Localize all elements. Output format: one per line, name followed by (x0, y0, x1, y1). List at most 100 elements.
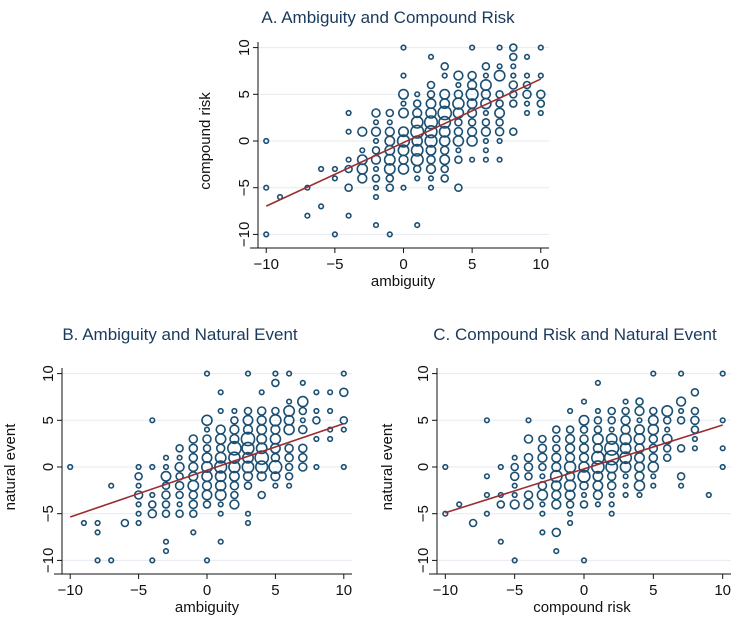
panel-c-point (607, 415, 617, 425)
panel-a-point (384, 126, 395, 137)
panel-b-point (162, 454, 170, 461)
panel-a-point (400, 100, 407, 107)
panel-b-point (284, 471, 294, 481)
panel-c-point (551, 489, 562, 501)
panel-a-point (318, 203, 325, 210)
panel-b-point (255, 460, 269, 474)
panel-b-point (176, 454, 183, 461)
panel-c-point (719, 417, 726, 424)
panel-c-point (607, 406, 617, 416)
panel-a-point (331, 165, 339, 173)
panel-c-point (511, 482, 518, 489)
panel-a-point (481, 118, 491, 127)
panel-c-points (442, 370, 726, 564)
panel-a-point (425, 98, 437, 110)
panel-a-point (466, 79, 478, 91)
panel-c-point (580, 557, 588, 564)
panel-b-point (201, 460, 214, 473)
panel-b-point (175, 490, 184, 500)
panel-a-point (454, 118, 463, 127)
panel-c-point (620, 424, 631, 435)
panel-a-point (397, 144, 410, 157)
panel-c-point (538, 434, 547, 444)
panel-a-point (372, 119, 380, 126)
panel-c-point (634, 471, 645, 482)
panel-b-point (338, 387, 349, 398)
panel-a-point (426, 154, 436, 165)
panel-c-point (648, 434, 659, 444)
panel-c-point (661, 404, 674, 417)
panel-c-point (605, 432, 618, 445)
panel-c-point (483, 491, 491, 499)
panel-c-point (523, 462, 534, 472)
panel-c-point (539, 510, 546, 517)
panel-b-point (226, 440, 242, 456)
panel-c-point (593, 415, 603, 425)
panel-b-point (255, 442, 268, 455)
panel-c-point (648, 452, 659, 463)
panel-b-point (241, 441, 255, 455)
panel-b-x-tick-label: −10 (57, 582, 82, 599)
panel-c-point (650, 482, 657, 489)
panel-a-point (372, 222, 380, 229)
panel-b-y-axis-label: natural event (2, 423, 19, 511)
panel-c-point (636, 417, 643, 424)
panel-c-point (442, 510, 449, 517)
panel-c-point (591, 432, 604, 445)
panel-b-point (283, 423, 295, 436)
panel-a-point (522, 89, 532, 100)
panel-b-y-tick-label: −5 (40, 505, 57, 522)
panel-b-point (271, 406, 280, 416)
panel-a-point (345, 109, 352, 117)
panel-b-point (217, 389, 224, 396)
panel-a-point (510, 63, 517, 70)
panel-a-point (508, 52, 518, 62)
panel-c-point (594, 407, 602, 415)
panel-a-point (396, 134, 411, 148)
panel-a-point (510, 72, 517, 79)
panel-c-point (511, 454, 518, 461)
panel-c-point (566, 407, 574, 415)
panel-a-point (427, 175, 435, 182)
panel-b-point (67, 463, 74, 471)
panel-b-point (313, 463, 320, 471)
panel-b-point (134, 471, 143, 481)
panel-b-point (188, 499, 199, 510)
panel-b-point (202, 434, 212, 444)
panel-b-point (108, 482, 115, 489)
panel-a-point (440, 164, 450, 174)
panel-c-point (592, 489, 604, 501)
panel-a-point (467, 118, 477, 127)
panel-a-point (370, 126, 382, 137)
panel-a-point (482, 147, 490, 154)
panel-c-x-tick-label: 0 (580, 582, 588, 599)
panel-a-point (424, 124, 438, 139)
panel-c-point (608, 491, 615, 499)
panel-a-point (535, 89, 546, 100)
panel-a-point (438, 125, 451, 138)
panel-b-point (217, 538, 224, 545)
panel-c-point (564, 471, 576, 482)
panel-c-point (606, 471, 617, 482)
panel-b-point (189, 509, 198, 519)
panel-a-point (508, 80, 519, 90)
panel-b-point (162, 463, 170, 471)
panel-a-point (438, 115, 452, 129)
panel-c-point (523, 452, 534, 463)
panel-a-point (412, 99, 422, 108)
panel-b-point (94, 529, 101, 536)
panel-b-point (286, 482, 293, 489)
panel-a-point (427, 184, 435, 191)
panel-b-y-tick-label: 10 (40, 365, 57, 382)
panel-a-point (465, 87, 479, 102)
panel-c-point (510, 462, 520, 472)
panel-b-point (229, 499, 240, 510)
panel-c-point (523, 434, 534, 444)
panel-b-point (135, 519, 142, 527)
panel-b-point (240, 431, 256, 447)
panel-a-point (356, 163, 369, 175)
panel-a-point (331, 175, 339, 182)
panel-c-point (578, 452, 590, 463)
panel-b-point (313, 407, 320, 415)
